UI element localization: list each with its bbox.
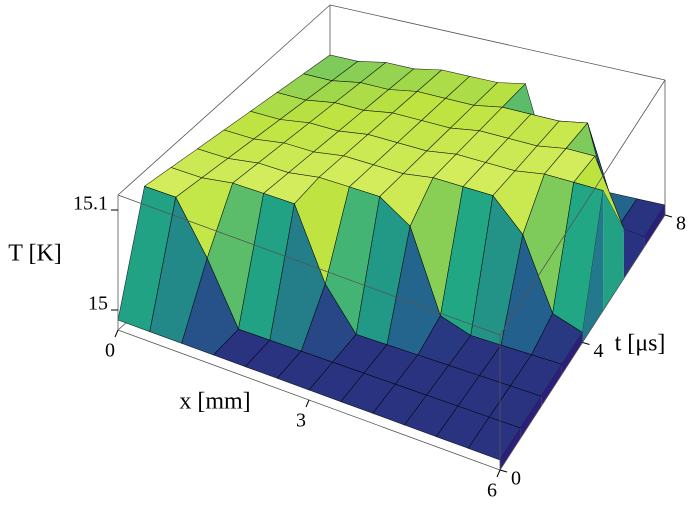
surface-skirt (603, 190, 624, 311)
t-tick (499, 469, 508, 473)
z-tick-label: 15.1 (73, 193, 108, 215)
box-edge (117, 4, 331, 196)
x-tick (114, 329, 119, 338)
t-tick (582, 342, 590, 345)
surface-skirt (500, 428, 521, 470)
surface-skirt (520, 396, 542, 439)
t-tick-label: 4 (594, 340, 604, 362)
x-tick (496, 469, 501, 478)
x-tick (305, 399, 310, 408)
z-axis-label: T [K] (8, 241, 62, 267)
z-tick-label: 15 (88, 293, 108, 315)
x-tick-label: 3 (296, 410, 306, 432)
x-axis-label: x [mm] (179, 389, 250, 415)
surface-skirt (582, 190, 604, 343)
box-edge (499, 79, 666, 336)
x-tick-label: 0 (105, 340, 115, 362)
box-edge (329, 4, 666, 81)
surface-skirt (541, 364, 562, 407)
surface (117, 54, 666, 470)
t-tick (664, 214, 673, 218)
x-tick-label: 6 (487, 480, 497, 502)
surface-skirt (561, 332, 583, 375)
t-tick-label: 0 (511, 468, 521, 490)
box-edge (117, 194, 501, 336)
t-tick-label: 8 (676, 213, 686, 235)
surface-skirt (644, 205, 665, 247)
t-axis-label: t [μs] (615, 331, 666, 357)
surface-skirt (623, 228, 645, 279)
